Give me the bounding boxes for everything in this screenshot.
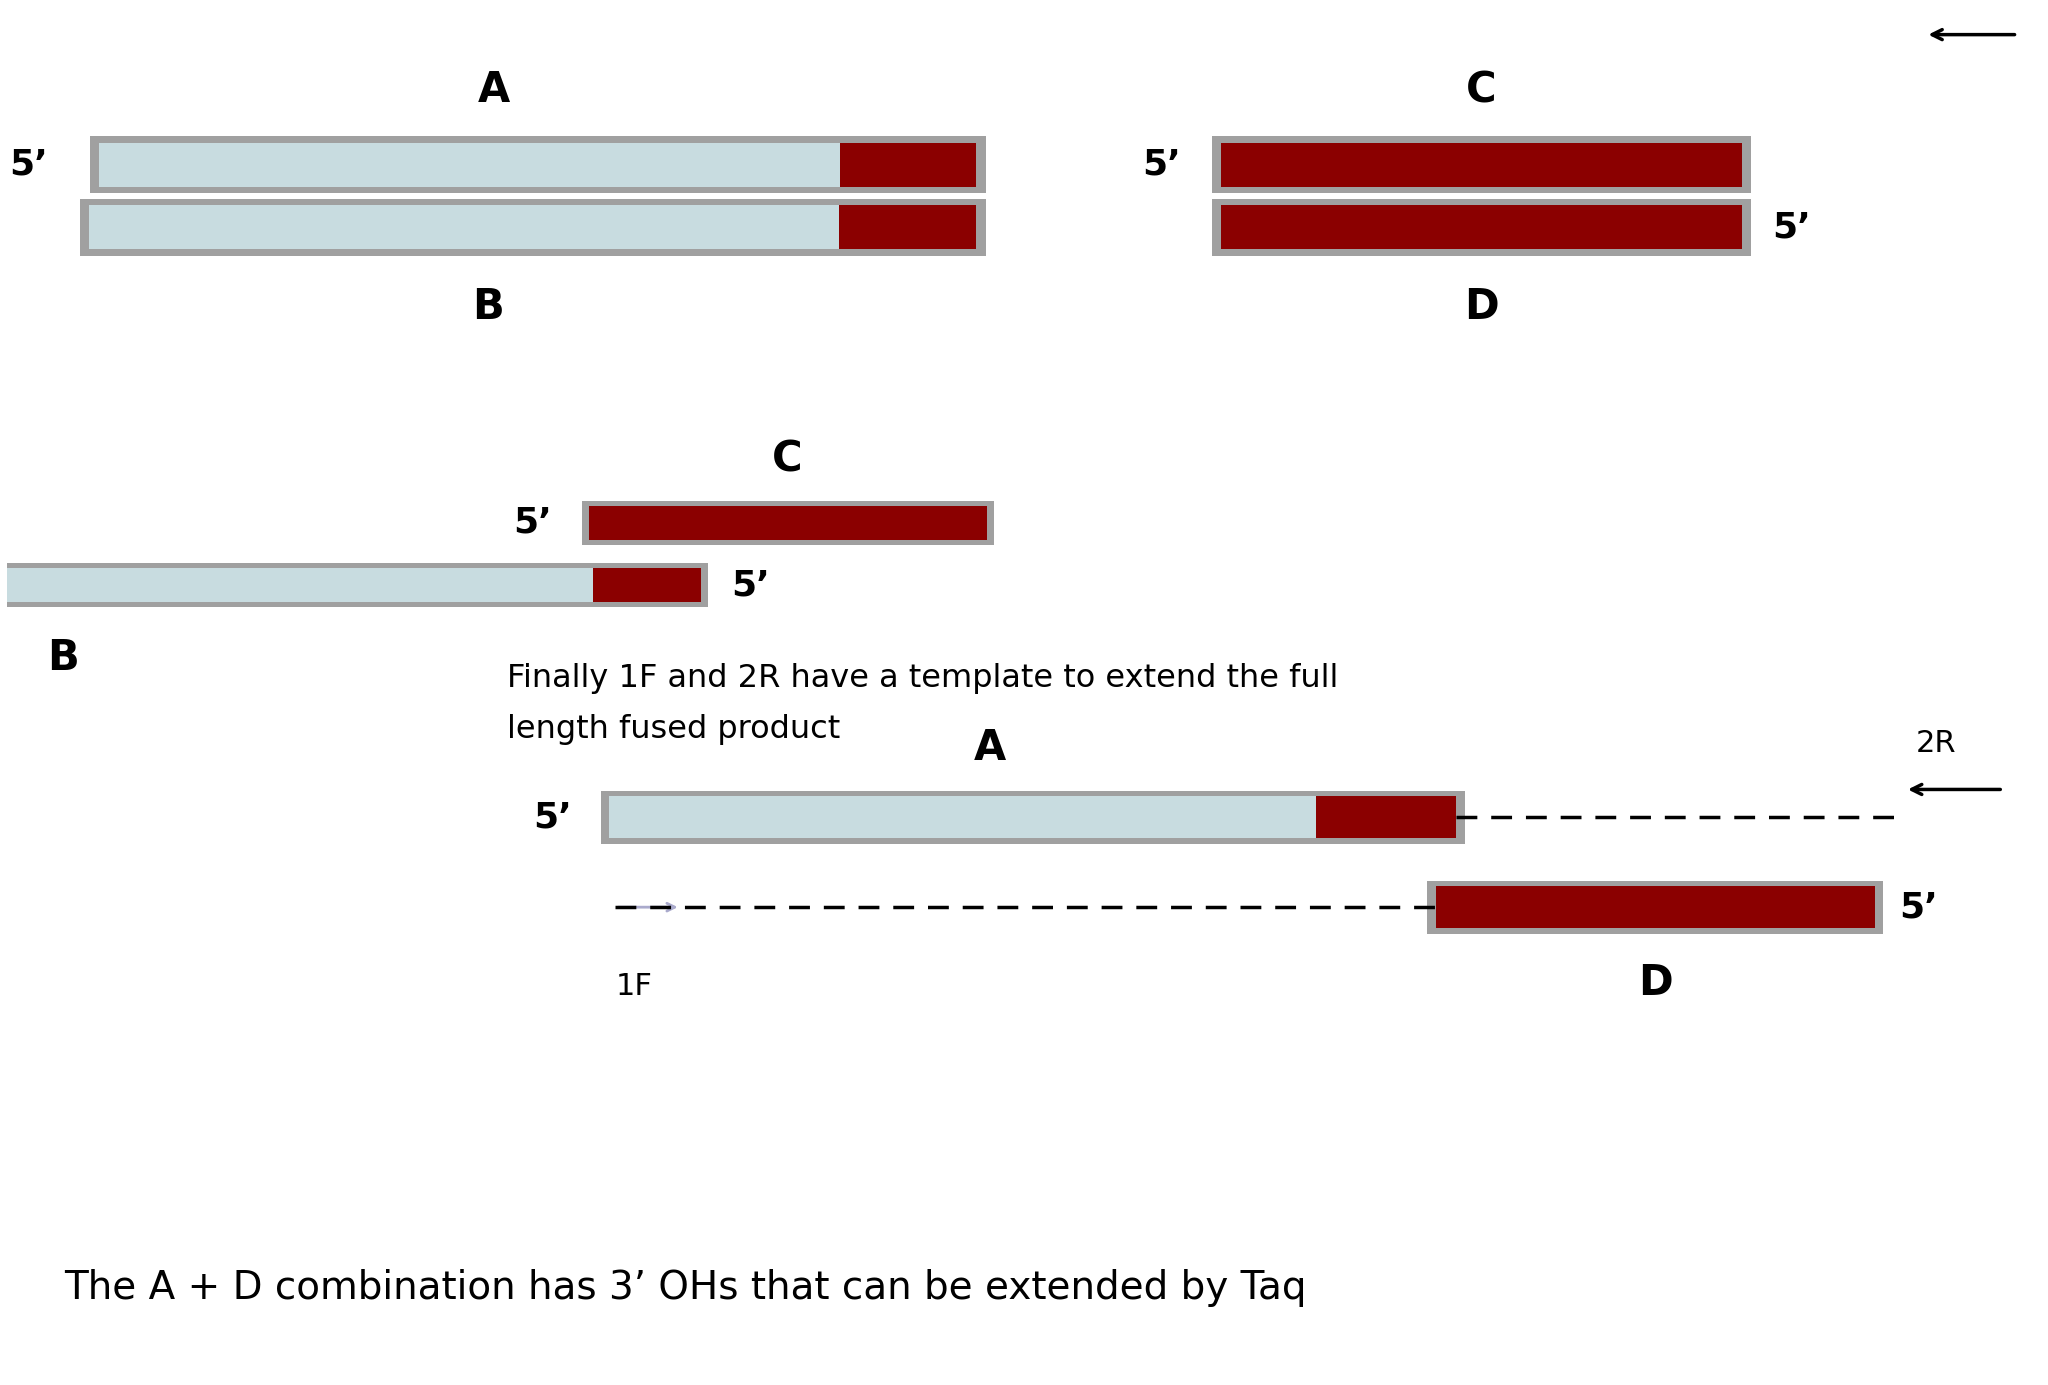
Bar (588, 506, 987, 540)
Bar (840, 205, 977, 249)
Bar (1212, 199, 1751, 255)
Text: D: D (1464, 287, 1499, 328)
Text: 2R: 2R (1915, 730, 1956, 758)
Text: A: A (477, 69, 510, 111)
Text: The A + D combination has 3’ OHs that can be extended by Taq: The A + D combination has 3’ OHs that ca… (63, 1269, 1307, 1307)
Bar (840, 143, 977, 187)
Bar (600, 791, 1464, 843)
Text: A: A (975, 727, 1006, 769)
Text: 5’: 5’ (535, 801, 571, 834)
Text: C: C (1466, 69, 1497, 111)
Text: 1F: 1F (614, 972, 651, 1000)
Bar (0, 562, 709, 607)
Bar (1221, 205, 1743, 249)
Bar (1427, 881, 1882, 933)
Text: B: B (47, 637, 78, 679)
Text: C: C (772, 439, 803, 481)
Bar (6, 568, 594, 602)
Text: B: B (473, 287, 504, 328)
Bar (608, 796, 1317, 838)
Bar (1221, 143, 1743, 187)
Bar (582, 500, 993, 544)
Text: D: D (1638, 963, 1673, 1004)
Bar (594, 568, 700, 602)
Bar (1436, 886, 1874, 928)
Text: 5’: 5’ (514, 506, 553, 540)
Text: Finally 1F and 2R have a template to extend the full: Finally 1F and 2R have a template to ext… (508, 663, 1339, 694)
Text: 5’: 5’ (731, 568, 770, 602)
Bar (90, 137, 985, 193)
Bar (98, 143, 840, 187)
Bar (80, 199, 985, 255)
Text: 5’: 5’ (8, 148, 47, 181)
Text: 5’: 5’ (1898, 891, 1937, 924)
Text: 5’: 5’ (1143, 148, 1180, 181)
Bar (1212, 137, 1751, 193)
Text: length fused product: length fused product (508, 715, 840, 745)
Bar (1317, 796, 1456, 838)
Text: 5’: 5’ (1772, 211, 1810, 244)
Bar (88, 205, 840, 249)
